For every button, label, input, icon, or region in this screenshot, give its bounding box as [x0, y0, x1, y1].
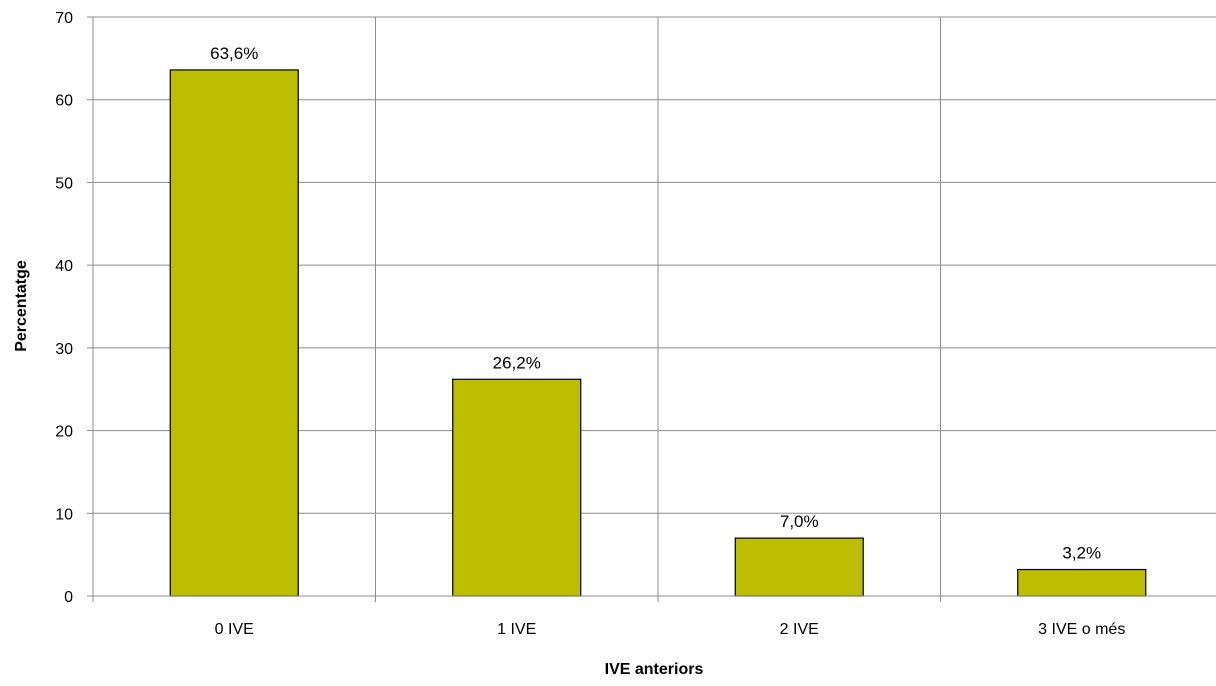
x-axis-title: IVE anteriors	[605, 661, 704, 678]
y-tick-label: 70	[55, 10, 73, 27]
axes	[87, 16, 1216, 602]
data-label: 26,2%	[493, 353, 541, 372]
y-tick-label: 20	[55, 424, 73, 441]
y-tick-label: 10	[55, 506, 73, 523]
bar	[734, 537, 864, 597]
y-tick-label: 0	[64, 589, 73, 606]
y-tick-label: 30	[55, 341, 73, 358]
x-tick-label: 1 IVE	[497, 621, 536, 638]
x-tick-label: 3 IVE o més	[1038, 621, 1125, 638]
y-tick-label: 40	[55, 258, 73, 275]
bar	[452, 378, 582, 597]
bar	[169, 69, 299, 597]
bar	[1017, 568, 1147, 597]
data-label: 63,6%	[210, 44, 258, 63]
labels: 0 10 20 30 40 50 60 70 63,6% 0 IVE 26,2% 1 IVE 7,0% 2…	[55, 10, 1125, 638]
data-label: 7,0%	[780, 512, 819, 531]
y-axis-title: Percentatge	[13, 260, 30, 352]
y-tick-label: 50	[55, 175, 73, 192]
data-label: 3,2%	[1062, 544, 1101, 563]
x-tick-label: 2 IVE	[780, 621, 819, 638]
y-tick-label: 60	[55, 93, 73, 110]
x-tick-label: 0 IVE	[215, 621, 254, 638]
